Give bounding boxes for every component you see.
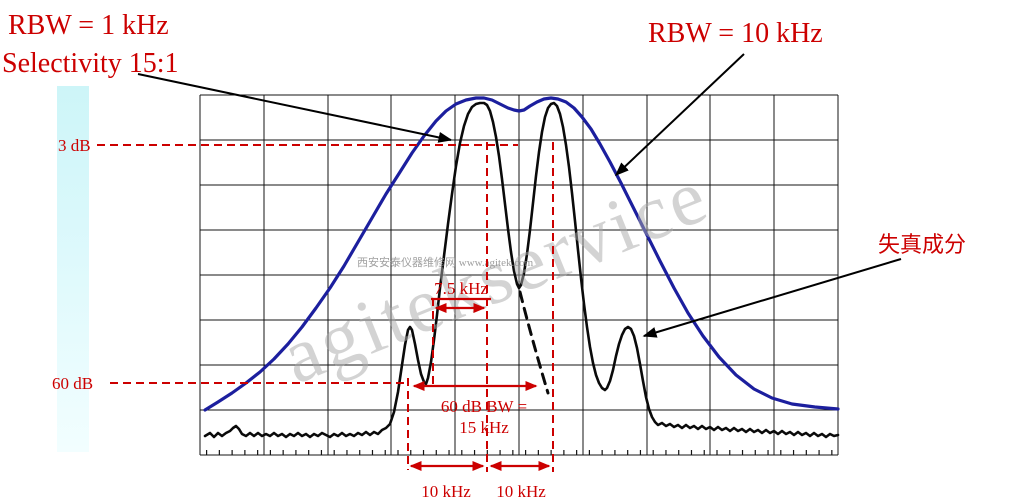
labels: RBW = 1 kHz Selectivity 15:1 RBW = 10 kH… (2, 10, 966, 501)
label-10khz-left: 10 kHz (421, 482, 471, 501)
label-rbw-10khz: RBW = 10 kHz (648, 18, 823, 49)
red-dimension-arrows (409, 297, 551, 471)
watermark-small-text: 西安安泰仪器维修网 www.agitek.com (357, 255, 534, 269)
rbw-1khz-trace (203, 101, 840, 439)
label-3db: 3 dB (58, 136, 91, 155)
rbw-10khz-trace (203, 96, 840, 412)
red-dashed-lines (97, 142, 554, 472)
label-60db: 60 dB (52, 374, 93, 393)
hidden-response-dashed (518, 290, 550, 395)
graticule (199, 94, 839, 456)
label-selectivity: Selectivity 15:1 (2, 48, 179, 79)
annotation-arrow-rbw10k (614, 53, 745, 177)
label-7500hz: 7.5 kHz (434, 279, 488, 298)
label-60db-bw-value: 15 kHz (459, 418, 509, 437)
label-rbw-1khz: RBW = 1 kHz (8, 10, 169, 41)
highlight-stripe (57, 86, 89, 452)
label-60db-bw: 60 dB BW = (441, 397, 527, 416)
annotation-arrows (137, 53, 902, 338)
label-distortion: 失真成分 (878, 232, 966, 257)
grid-horizontals (200, 94, 838, 456)
annotation-arrow-rbw1k (137, 73, 453, 143)
annotation-arrow-distortion (642, 258, 902, 338)
label-10khz-right: 10 kHz (496, 482, 546, 501)
